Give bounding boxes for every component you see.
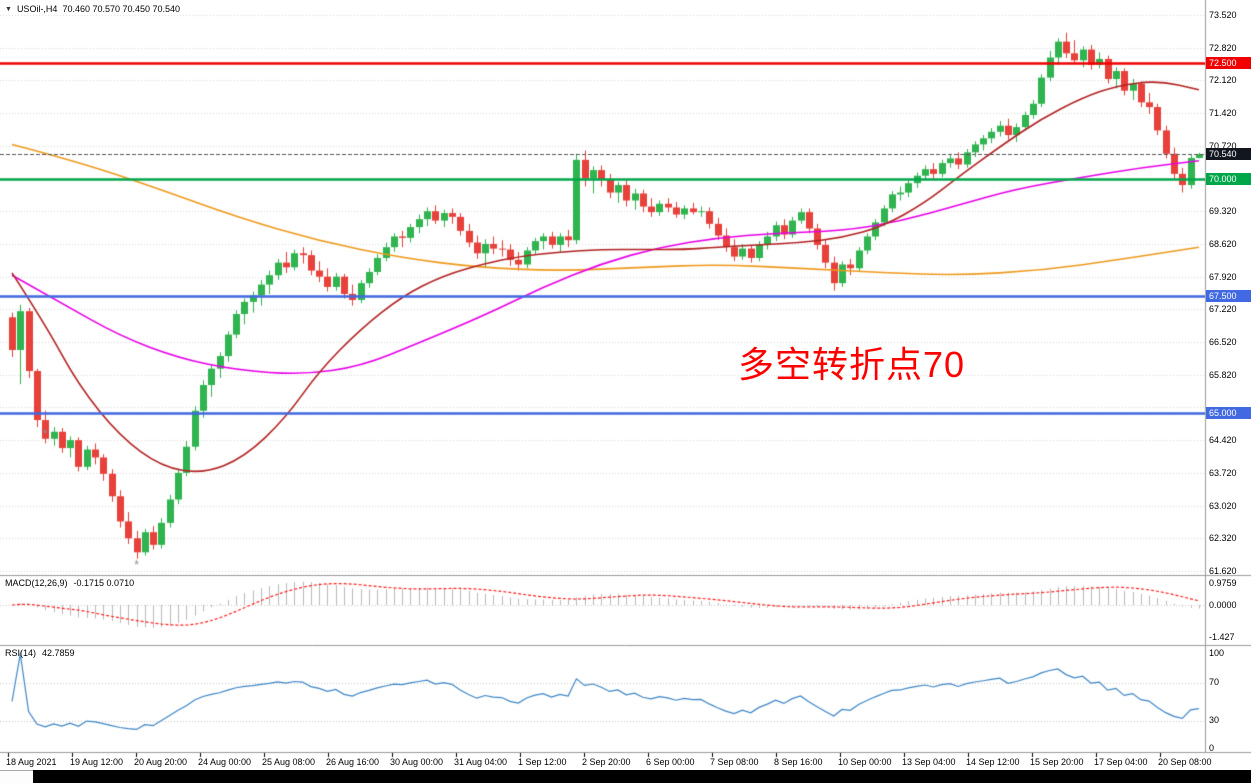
rsi-axis-label: 100 <box>1209 648 1225 658</box>
price-axis-label: 70.720 <box>1209 140 1237 151</box>
time-axis-label: 19 Aug 12:00 <box>70 757 124 767</box>
price-level-badge: 72.500 <box>1206 56 1251 69</box>
time-axis-label: 2 Sep 20:00 <box>582 757 631 767</box>
price-axis-label: 72.120 <box>1209 75 1237 86</box>
time-axis-label: 26 Aug 16:00 <box>326 757 380 767</box>
time-axis-label: 20 Sep 08:00 <box>1158 757 1212 767</box>
price-axis-label: 65.820 <box>1209 369 1237 380</box>
time-axis-label: 14 Sep 12:00 <box>966 757 1020 767</box>
price-axis-label: 63.020 <box>1209 500 1237 511</box>
rsi-indicator-label: RSI(14) 42.7859 <box>5 648 75 658</box>
time-axis-label: 30 Aug 00:00 <box>390 757 444 767</box>
time-axis-label: 18 Aug 2021 <box>6 757 57 767</box>
time-axis-label: 15 Sep 20:00 <box>1030 757 1084 767</box>
chart-expander-icon[interactable]: ▼ <box>5 5 12 13</box>
time-axis-label: 31 Aug 04:00 <box>454 757 508 767</box>
macd-axis-label: 0.9759 <box>1209 578 1237 589</box>
rsi-name: RSI(14) <box>5 648 37 658</box>
price-axis-label: 61.620 <box>1209 565 1237 576</box>
price-axis-label: 73.520 <box>1209 10 1237 20</box>
macd-indicator-label: MACD(12,26,9) -0.1715 0.0710 <box>5 578 134 588</box>
price-axis-label: 67.920 <box>1209 271 1237 282</box>
macd-axis-label: -1.427 <box>1209 632 1235 643</box>
price-level-badge: 67.500 <box>1206 290 1251 303</box>
annotation-text: 多空转折点70 <box>738 344 966 385</box>
ohlc-values: 70.460 70.570 70.450 70.540 <box>62 4 181 14</box>
price-axis-label: 71.420 <box>1209 108 1237 119</box>
rsi-value: 42.7859 <box>42 648 75 658</box>
time-axis-label: 1 Sep 12:00 <box>518 757 567 767</box>
macd-name: MACD(12,26,9) <box>5 578 68 588</box>
price-level-badge: 70.000 <box>1206 173 1251 186</box>
price-axis-label: 72.820 <box>1209 42 1237 53</box>
scrollbar-corner <box>0 770 33 783</box>
price-axis-label: 67.220 <box>1209 304 1237 315</box>
current-price-badge: 70.540 <box>1206 148 1251 161</box>
price-axis-label: 64.420 <box>1209 435 1237 446</box>
time-axis-label: 17 Sep 04:00 <box>1094 757 1148 767</box>
macd-values: -0.1715 0.0710 <box>73 578 135 588</box>
rsi-axis-label: 70 <box>1209 676 1220 687</box>
price-axis-label: 69.320 <box>1209 206 1237 217</box>
horizontal-scrollbar[interactable] <box>33 770 1251 783</box>
time-axis-label: 13 Sep 04:00 <box>902 757 956 767</box>
symbol-header: ▼ USOil-,H4 70.460 70.570 70.450 70.540 <box>5 4 180 14</box>
symbol-title: USOil-,H4 <box>16 4 58 14</box>
price-axis-label: 68.620 <box>1209 238 1237 249</box>
price-axis-label: 66.520 <box>1209 337 1237 348</box>
price-level-badge: 65.000 <box>1206 407 1251 420</box>
price-axis-label: 62.320 <box>1209 533 1237 544</box>
time-axis-label: 10 Sep 00:00 <box>838 757 892 767</box>
time-axis-label: 24 Aug 00:00 <box>198 757 252 767</box>
macd-axis-label: 0.0000 <box>1209 600 1237 610</box>
rsi-axis-label: 0 <box>1209 743 1215 753</box>
rsi-axis-label: 30 <box>1209 714 1220 725</box>
price-axis-label: 63.720 <box>1209 467 1237 478</box>
time-axis-label: 20 Aug 20:00 <box>134 757 188 767</box>
time-axis-label: 8 Sep 16:00 <box>774 757 823 767</box>
time-axis-label: 6 Sep 00:00 <box>646 757 695 767</box>
time-axis-label: 25 Aug 08:00 <box>262 757 316 767</box>
time-axis-label: 7 Sep 08:00 <box>710 757 759 767</box>
